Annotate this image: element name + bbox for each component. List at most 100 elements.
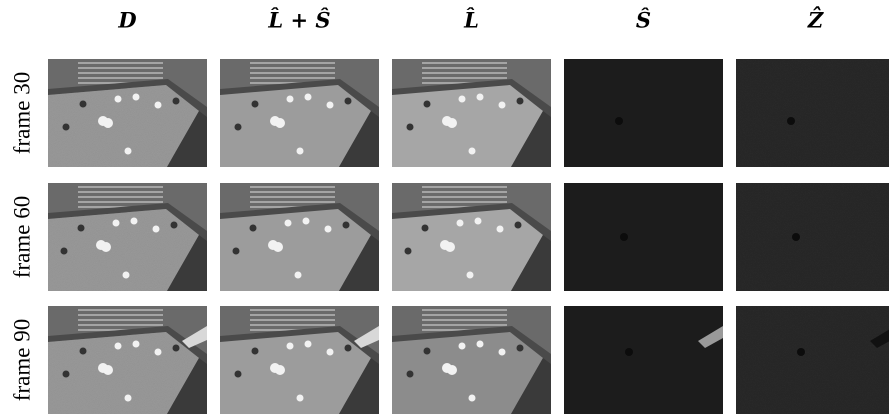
image-panel bbox=[736, 59, 889, 167]
image-panel bbox=[736, 183, 889, 291]
image-panel bbox=[48, 59, 207, 167]
image-panel bbox=[220, 183, 379, 291]
ball bbox=[273, 242, 283, 252]
ball bbox=[115, 96, 122, 103]
spot bbox=[797, 348, 805, 356]
ball bbox=[171, 222, 178, 229]
ball bbox=[123, 272, 130, 279]
image-panel bbox=[48, 183, 207, 291]
ball bbox=[517, 345, 524, 352]
ball bbox=[133, 341, 140, 348]
ball bbox=[133, 94, 140, 101]
page: {"columns": ["D", "L̂ + Ŝ", "L̂", "Ŝ", "… bbox=[0, 0, 889, 419]
ball bbox=[517, 98, 524, 105]
ball bbox=[287, 343, 294, 350]
ball bbox=[275, 118, 285, 128]
spot bbox=[792, 233, 800, 241]
panel-bg bbox=[736, 59, 889, 167]
ball bbox=[125, 395, 132, 402]
ball bbox=[295, 272, 302, 279]
ball bbox=[475, 218, 482, 225]
ball bbox=[469, 395, 476, 402]
ball bbox=[275, 365, 285, 375]
ball bbox=[297, 395, 304, 402]
ball bbox=[345, 345, 352, 352]
spot bbox=[620, 233, 628, 241]
ball bbox=[63, 371, 70, 378]
column-header: Ẑ bbox=[807, 7, 824, 33]
image-panel bbox=[48, 306, 207, 414]
image-panel bbox=[564, 306, 723, 414]
ball bbox=[459, 343, 466, 350]
ball bbox=[327, 349, 334, 356]
ball bbox=[61, 248, 68, 255]
ball bbox=[173, 345, 180, 352]
ball bbox=[343, 222, 350, 229]
ball bbox=[103, 365, 113, 375]
ball bbox=[250, 225, 257, 232]
ball bbox=[155, 349, 162, 356]
row-label: frame 60 bbox=[9, 196, 34, 278]
image-panel bbox=[736, 306, 889, 414]
spot bbox=[787, 117, 795, 125]
ball bbox=[305, 94, 312, 101]
ball bbox=[101, 242, 111, 252]
column-header: Ŝ bbox=[636, 8, 651, 33]
ball bbox=[233, 248, 240, 255]
ball bbox=[78, 225, 85, 232]
image-panel bbox=[392, 306, 551, 414]
panel-bg bbox=[564, 59, 723, 167]
panel-bg bbox=[736, 306, 889, 414]
column-header: D bbox=[117, 8, 137, 33]
spot bbox=[615, 117, 623, 125]
ball bbox=[153, 226, 160, 233]
ball bbox=[297, 148, 304, 155]
panel-bg bbox=[564, 306, 723, 414]
ball bbox=[125, 148, 132, 155]
ball bbox=[499, 102, 506, 109]
ball bbox=[155, 102, 162, 109]
ball bbox=[63, 124, 70, 131]
ball bbox=[303, 218, 310, 225]
ball bbox=[477, 94, 484, 101]
image-panel bbox=[392, 59, 551, 167]
panel-bg bbox=[564, 183, 723, 291]
image-panel bbox=[564, 183, 723, 291]
ball bbox=[422, 225, 429, 232]
ball bbox=[235, 124, 242, 131]
ball bbox=[497, 226, 504, 233]
ball bbox=[113, 220, 120, 227]
ball bbox=[445, 242, 455, 252]
ball bbox=[515, 222, 522, 229]
panel-bg bbox=[736, 183, 889, 291]
ball bbox=[80, 101, 87, 108]
spot bbox=[625, 348, 633, 356]
ball bbox=[80, 348, 87, 355]
ball bbox=[327, 102, 334, 109]
ball bbox=[407, 371, 414, 378]
ball bbox=[459, 96, 466, 103]
figure: DL̂ + ŜL̂ŜẐframe 30frame 60frame 90 bbox=[0, 0, 889, 419]
ball bbox=[235, 371, 242, 378]
ball bbox=[325, 226, 332, 233]
ball bbox=[345, 98, 352, 105]
ball bbox=[252, 348, 259, 355]
ball bbox=[285, 220, 292, 227]
ball bbox=[405, 248, 412, 255]
ball bbox=[447, 118, 457, 128]
ball bbox=[424, 348, 431, 355]
ball bbox=[115, 343, 122, 350]
ball bbox=[457, 220, 464, 227]
image-panel bbox=[392, 183, 551, 291]
ball bbox=[252, 101, 259, 108]
ball bbox=[469, 148, 476, 155]
ball bbox=[424, 101, 431, 108]
image-panel bbox=[220, 59, 379, 167]
ball bbox=[131, 218, 138, 225]
column-header: L̂ bbox=[463, 8, 479, 33]
row-label: frame 90 bbox=[9, 319, 34, 401]
ball bbox=[447, 365, 457, 375]
image-panel bbox=[220, 306, 379, 414]
ball bbox=[499, 349, 506, 356]
ball bbox=[407, 124, 414, 131]
